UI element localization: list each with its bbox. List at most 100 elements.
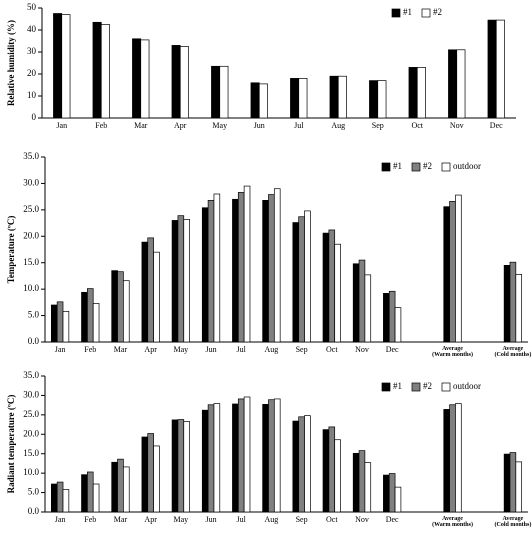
- bar: [243, 185, 251, 343]
- x-tick-text: Jun: [205, 346, 217, 354]
- bar: [383, 293, 390, 343]
- x-tick-label: Feb: [84, 516, 97, 524]
- bar: [92, 303, 100, 343]
- x-tick-text: Feb: [84, 516, 97, 524]
- y-tick-label: 30.0: [23, 389, 39, 399]
- bar: [443, 409, 450, 513]
- x-tick-label: Feb: [84, 346, 97, 354]
- y-tick-label: 15.0: [23, 257, 39, 267]
- bar: [268, 194, 275, 343]
- bar: [292, 222, 300, 343]
- x-tick-label: Apr: [174, 122, 186, 130]
- x-tick-label: Nov: [355, 346, 369, 354]
- bar: [153, 445, 160, 513]
- bar: [237, 398, 245, 513]
- x-tick-text: Mar: [113, 516, 128, 524]
- x-tick-label: Feb: [95, 122, 107, 130]
- legend-label: #1: [393, 161, 402, 171]
- x-tick-text: Jul: [236, 346, 246, 354]
- bar: [337, 75, 347, 119]
- x-tick-text: Oct: [326, 516, 338, 524]
- legend-label: #2: [423, 161, 432, 171]
- x-tick-text: Jun: [205, 516, 217, 524]
- bar: [358, 259, 366, 343]
- bar: [358, 450, 366, 513]
- x-tick-text: Aug: [264, 516, 279, 524]
- bar: [298, 78, 308, 119]
- y-tick-label: 25.0: [23, 204, 39, 214]
- x-tick-text: Jun: [253, 122, 265, 130]
- bar: [304, 415, 311, 513]
- bar: [268, 399, 275, 513]
- x-tick-label: May: [174, 346, 189, 354]
- x-tick-label: Jul: [236, 516, 246, 524]
- bar: [448, 49, 458, 119]
- x-tick-label: Mar: [114, 346, 127, 354]
- y-axis-label: Relative humidity (%): [6, 20, 16, 106]
- bar: [352, 452, 360, 513]
- x-tick-text: Aug: [331, 122, 346, 130]
- y-tick-label: 35.0: [23, 370, 39, 380]
- x-tick-text: Jul: [294, 122, 304, 130]
- x-tick-label: Nov: [449, 122, 464, 130]
- x-tick-text: Sep: [295, 516, 308, 524]
- x-tick-label: Jul: [294, 122, 304, 130]
- x-tick-text: Jul: [236, 516, 246, 524]
- y-tick-label: 5.0: [28, 310, 40, 320]
- x-tick-label: May: [212, 122, 228, 130]
- bar: [495, 19, 505, 119]
- x-tick-label: Jun: [205, 516, 217, 524]
- bar: [81, 291, 88, 343]
- legend-swatch: [421, 8, 431, 18]
- bar: [92, 21, 102, 119]
- bar: [328, 426, 336, 513]
- bar: [56, 301, 64, 343]
- bar: [147, 237, 154, 343]
- x-tick-text: Oct: [411, 122, 424, 130]
- bar: [364, 274, 372, 343]
- x-tick-text: Average (Warm months): [432, 516, 473, 529]
- y-tick-label: 20.0: [23, 428, 39, 438]
- bar: [329, 75, 339, 119]
- legend-label: #2: [423, 381, 432, 391]
- x-tick-label: Jun: [253, 122, 265, 130]
- bar: [140, 39, 150, 119]
- x-tick-label: Jan: [54, 346, 66, 354]
- x-tick-text: Jan: [54, 346, 66, 354]
- bar: [171, 45, 181, 119]
- x-tick-text: Mar: [134, 122, 148, 130]
- x-tick-text: Dec: [385, 346, 399, 354]
- y-tick-label: 30: [27, 46, 37, 56]
- bar: [132, 38, 142, 119]
- x-tick-text: Nov: [449, 122, 464, 130]
- bar: [449, 404, 456, 513]
- bar: [111, 270, 118, 343]
- bar: [328, 229, 336, 343]
- bar: [456, 49, 466, 119]
- bar: [123, 280, 130, 343]
- legend-swatch: [441, 382, 451, 392]
- x-tick-label: Dec: [490, 122, 503, 130]
- bar: [117, 271, 124, 343]
- bar: [87, 471, 94, 513]
- y-tick-label: 5.0: [28, 487, 40, 497]
- bar: [455, 403, 462, 513]
- bar: [201, 409, 209, 513]
- x-tick-text: Oct: [326, 346, 338, 354]
- bar: [503, 265, 511, 343]
- bar: [258, 83, 268, 119]
- bar: [298, 216, 305, 343]
- x-tick-label: Dec: [386, 516, 399, 524]
- bar: [322, 429, 330, 513]
- y-tick-label: 0.0: [28, 506, 40, 516]
- bar: [243, 396, 251, 513]
- x-tick-text: Feb: [84, 346, 97, 354]
- bar: [219, 65, 229, 119]
- bar: [487, 19, 497, 119]
- x-tick-text: May: [212, 122, 228, 130]
- x-tick-label: Oct: [326, 346, 338, 354]
- y-axis-label: Temperature (ºC): [6, 216, 16, 284]
- bar: [383, 474, 390, 513]
- legend-swatch: [381, 162, 391, 172]
- y-tick-label: 10.0: [23, 467, 39, 477]
